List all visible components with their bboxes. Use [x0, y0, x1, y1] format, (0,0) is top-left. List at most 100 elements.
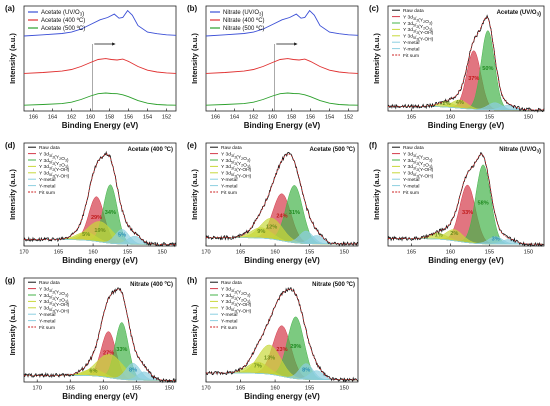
- x-tick-label: 160: [270, 250, 279, 256]
- shift-arrow-head: [112, 42, 116, 46]
- legend-label: Y 3d5/2(Y-OH): [403, 34, 434, 43]
- legend-label: Y 3d5/2(Y2O3): [39, 293, 69, 305]
- panel-label: (a): [5, 4, 15, 13]
- legend-label: Y-metal: [221, 183, 237, 189]
- y-axis-label: Intensity (a.u.): [8, 169, 17, 220]
- x-tick-label: 164: [48, 115, 57, 121]
- x-tick-label: 150: [340, 250, 349, 256]
- legend-label: Fit sum: [403, 53, 419, 59]
- y-axis-label: Intensity (a.u.): [190, 304, 199, 355]
- legend-label: Y-metal: [403, 183, 419, 189]
- component-percent: 3%: [492, 236, 500, 242]
- component-peak: [387, 50, 544, 111]
- fit-sum-line: [388, 153, 544, 245]
- panel-a: (a) 166 164 162 160 158 156 154 152 Binding Energ…: [5, 4, 177, 130]
- legend-label: Raw data: [221, 145, 242, 151]
- legend-label: Y 3d3/2(Y2O3): [39, 151, 69, 163]
- component-percent: 5%: [118, 233, 126, 239]
- legend-label: Y 3d3/2(Y-OH): [221, 299, 252, 308]
- x-tick-label: 160: [86, 115, 95, 121]
- legend-label: Y-metal: [39, 177, 55, 183]
- legend-label: Y 3d3/2(Y2O3): [221, 286, 251, 298]
- series-line: [23, 9, 177, 37]
- component-percent: 19%: [94, 228, 105, 234]
- x-tick-label: 160: [88, 250, 97, 256]
- legend-label: Y-metal: [39, 318, 55, 324]
- raw-data-line: [23, 150, 177, 248]
- legend-label: Acetate (400 ºC): [41, 17, 85, 24]
- component-percent: 31%: [289, 210, 300, 216]
- x-tick-label: 165: [236, 250, 245, 256]
- legend-label: Fit sum: [221, 325, 237, 331]
- condition-label: Acetate (UV/O3): [497, 10, 541, 18]
- x-tick-label: 165: [54, 250, 63, 256]
- component-percent: 27%: [103, 351, 114, 357]
- x-tick-label: 155: [305, 250, 314, 256]
- legend-label: Y 3d3/2(Y-OH): [221, 164, 252, 173]
- y-axis-label: Intensity (a.u.): [190, 169, 199, 220]
- legend-label: Y 3d3/2(Y2O3): [403, 14, 433, 26]
- legend-label: Nitrate (500 ºC): [223, 25, 265, 32]
- legend-label: Y 3d3/2(Y-OH): [39, 299, 70, 308]
- legend-label: Fit sum: [39, 325, 55, 331]
- legend-label: Raw data: [39, 280, 60, 286]
- component-percent: 13%: [264, 356, 275, 362]
- series-line: [205, 9, 359, 37]
- legend-label: Y 3d5/2(Y-OH): [39, 306, 70, 315]
- x-axis-label: Binding energy (eV): [244, 256, 320, 265]
- condition-label: Acetate (500 ºC): [309, 147, 355, 153]
- component-peak: [205, 370, 358, 381]
- panel-label: (f): [369, 141, 377, 150]
- legend-label: Y 3d5/2(Y-OH): [221, 306, 252, 315]
- component-percent: 29%: [290, 344, 301, 350]
- legend-label: Y 3d5/2(Y2O3): [403, 21, 433, 33]
- plot-frame: [205, 5, 359, 112]
- legend-label: Fit sum: [221, 190, 237, 196]
- y-axis-label: Intensity (a.u.): [8, 33, 17, 84]
- panel-label: (h): [187, 276, 198, 285]
- component-percent: 4%: [456, 100, 464, 106]
- panel-b: (b) 166 164 162 160 158 156 154 152 Binding Energ…: [187, 4, 359, 130]
- panel-f: (f) 165 160 155 150 Binding energy (eV) Intens…: [369, 141, 545, 265]
- legend-label: Y-metal: [403, 40, 419, 46]
- component-percent: 9%: [257, 229, 265, 235]
- series-line: [205, 58, 359, 74]
- x-tick-label: 155: [485, 250, 494, 256]
- x-tick-label: 150: [340, 386, 349, 392]
- x-tick-label: 152: [162, 115, 171, 121]
- component-percent: 33%: [462, 210, 473, 216]
- legend-label: Nitrate (400 ºC): [223, 17, 265, 24]
- legend-label: Y 3d3/2(Y-OH): [403, 27, 434, 36]
- legend-label: Y 3d3/2(Y2O3): [221, 151, 251, 163]
- x-tick-label: 170: [201, 386, 210, 392]
- x-tick-label: 160: [446, 115, 455, 121]
- x-tick-label: 164: [230, 115, 239, 121]
- component-percent: 2%: [442, 101, 450, 107]
- condition-label: Acetate (400 ºC): [127, 147, 173, 153]
- panel-label: (c): [369, 4, 379, 13]
- component-percent: 37%: [468, 76, 479, 82]
- x-tick-label: 160: [99, 386, 108, 392]
- x-tick-label: 162: [67, 115, 76, 121]
- fit-sum-line: [24, 288, 176, 381]
- panel-g: (g) 170 165 160 155 150 Binding energy (eV) Int…: [5, 276, 177, 401]
- component-peak: [23, 371, 176, 381]
- x-tick-label: 150: [165, 386, 174, 392]
- x-tick-label: 165: [66, 386, 75, 392]
- x-tick-label: 154: [325, 115, 334, 121]
- x-tick-label: 152: [344, 115, 353, 121]
- x-axis-label: Binding energy (eV): [62, 392, 138, 401]
- legend-label: Y 3d5/2(Y-OH): [403, 171, 434, 180]
- plot-frame: [387, 142, 545, 247]
- x-axis-label: Binding energy (eV): [428, 256, 504, 265]
- legend-label: Y-metal: [221, 312, 237, 318]
- legend-label: Y 3d3/2(Y-OH): [39, 164, 70, 173]
- component-percent: 7%: [254, 364, 262, 370]
- plot-frame: [23, 5, 177, 112]
- x-tick-label: 160: [270, 386, 279, 392]
- condition-label: Nitrate (400 ºC): [130, 282, 173, 288]
- legend-label: Nitrate (UV/O3): [223, 10, 263, 18]
- x-tick-label: 162: [249, 115, 258, 121]
- component-peak: [23, 235, 176, 245]
- x-axis-label: Binding energy (eV): [244, 392, 320, 401]
